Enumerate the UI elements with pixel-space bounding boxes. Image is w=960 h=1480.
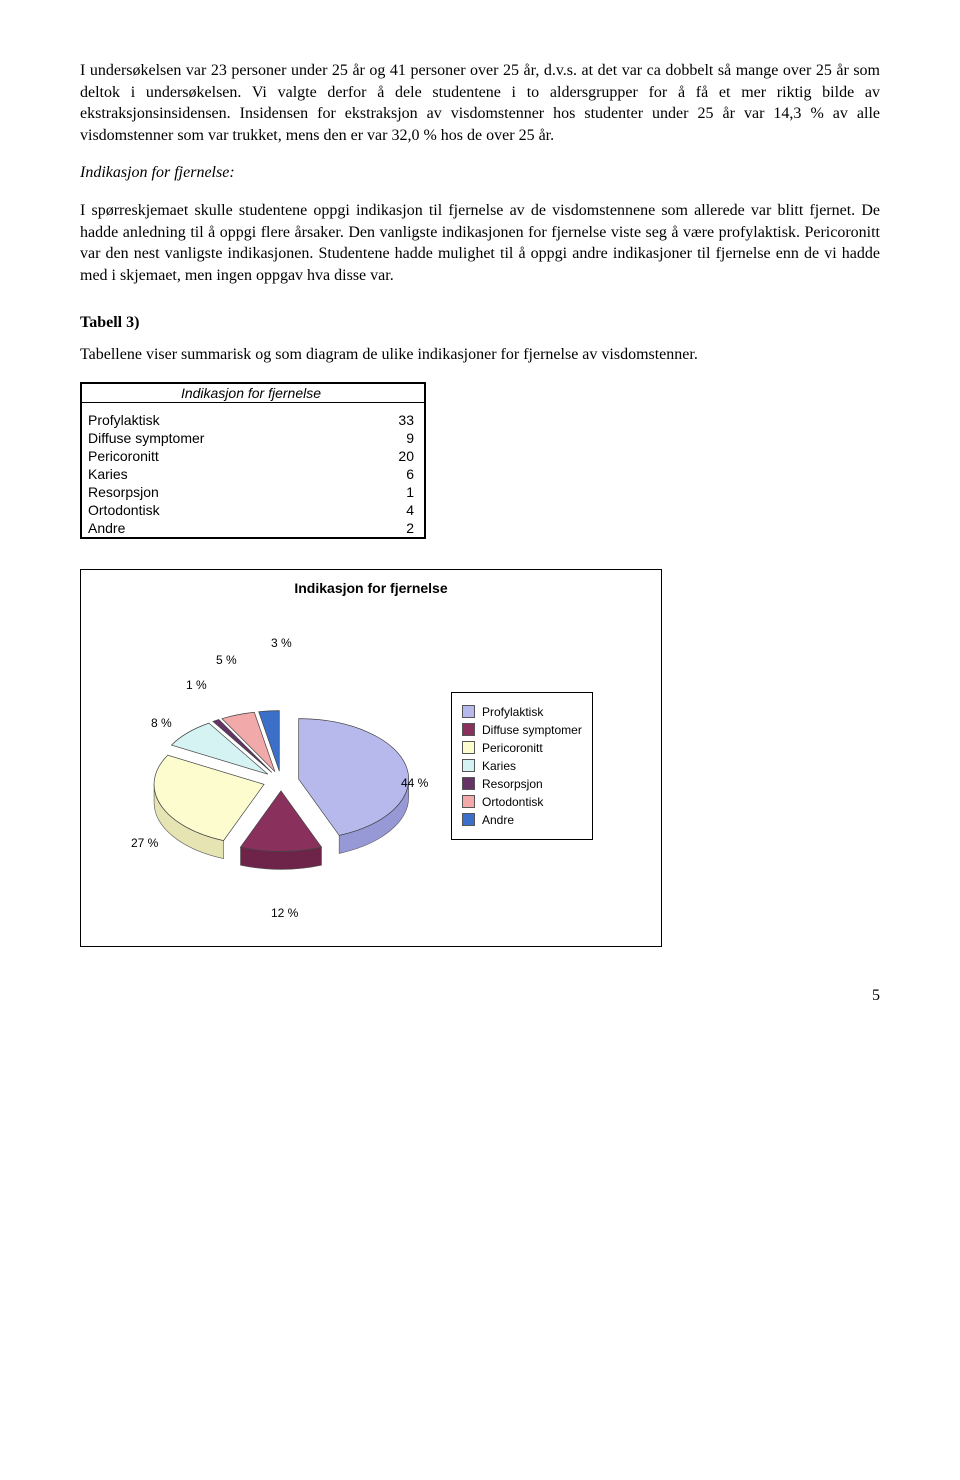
pie-slice-label: 27 % bbox=[131, 836, 158, 850]
legend-swatch bbox=[462, 705, 475, 718]
legend-item: Karies bbox=[462, 759, 582, 773]
table-row-value: 20 bbox=[358, 447, 425, 465]
pie-chart: 44 % 12 % 27 % 8 % 1 % 5 % 3 % bbox=[91, 606, 451, 926]
chart-title: Indikasjon for fjernelse bbox=[91, 580, 651, 596]
subheading-indikasjon: Indikasjon for fjernelse: bbox=[80, 162, 880, 184]
table-row-value: 1 bbox=[358, 483, 425, 501]
table-row-label: Karies bbox=[81, 465, 358, 483]
table-row-value: 6 bbox=[358, 465, 425, 483]
legend-label: Karies bbox=[482, 759, 516, 773]
page-number: 5 bbox=[80, 987, 880, 1005]
body-paragraph-3: Tabellene viser summarisk og som diagram… bbox=[80, 344, 880, 366]
table-row-value: 9 bbox=[358, 429, 425, 447]
legend-label: Andre bbox=[482, 813, 514, 827]
body-paragraph-1: I undersøkelsen var 23 personer under 25… bbox=[80, 60, 880, 146]
pie-slice-label: 3 % bbox=[271, 636, 292, 650]
indikasjon-table: Indikasjon for fjernelse Profylaktisk33D… bbox=[80, 382, 426, 539]
legend-label: Ortodontisk bbox=[482, 795, 543, 809]
table-row-value: 4 bbox=[358, 501, 425, 519]
tabell-heading: Tabell 3) bbox=[80, 314, 880, 332]
pie-slice-label: 8 % bbox=[151, 716, 172, 730]
legend-label: Diffuse symptomer bbox=[482, 723, 582, 737]
legend-item: Ortodontisk bbox=[462, 795, 582, 809]
pie-slice-label: 44 % bbox=[401, 776, 428, 790]
legend-swatch bbox=[462, 813, 475, 826]
table-row-label: Diffuse symptomer bbox=[81, 429, 358, 447]
pie-chart-container: Indikasjon for fjernelse 44 % 12 % 27 % 8 %… bbox=[80, 569, 662, 947]
legend-item: Pericoronitt bbox=[462, 741, 582, 755]
table-row-label: Pericoronitt bbox=[81, 447, 358, 465]
legend-item: Resorpsjon bbox=[462, 777, 582, 791]
table-row-label: Resorpsjon bbox=[81, 483, 358, 501]
legend-label: Resorpsjon bbox=[482, 777, 543, 791]
table-row-value: 2 bbox=[358, 519, 425, 538]
legend-item: Profylaktisk bbox=[462, 705, 582, 719]
legend-swatch bbox=[462, 777, 475, 790]
body-paragraph-2: I spørreskjemaet skulle studentene oppgi… bbox=[80, 200, 880, 286]
table-row-value: 33 bbox=[358, 411, 425, 429]
legend-swatch bbox=[462, 741, 475, 754]
legend-label: Pericoronitt bbox=[482, 741, 543, 755]
legend-item: Diffuse symptomer bbox=[462, 723, 582, 737]
legend-item: Andre bbox=[462, 813, 582, 827]
legend-label: Profylaktisk bbox=[482, 705, 543, 719]
legend-swatch bbox=[462, 759, 475, 772]
table-row-label: Andre bbox=[81, 519, 358, 538]
table-row-label: Profylaktisk bbox=[81, 411, 358, 429]
legend-swatch bbox=[462, 795, 475, 808]
legend-swatch bbox=[462, 723, 475, 736]
pie-slice-label: 5 % bbox=[216, 653, 237, 667]
table-title: Indikasjon for fjernelse bbox=[81, 383, 425, 403]
pie-slice-label: 12 % bbox=[271, 906, 298, 920]
table-row-label: Ortodontisk bbox=[81, 501, 358, 519]
table-spacer bbox=[81, 402, 425, 411]
chart-legend: Profylaktisk Diffuse symptomer Pericoronit… bbox=[451, 692, 593, 840]
pie-slice-label: 1 % bbox=[186, 678, 207, 692]
